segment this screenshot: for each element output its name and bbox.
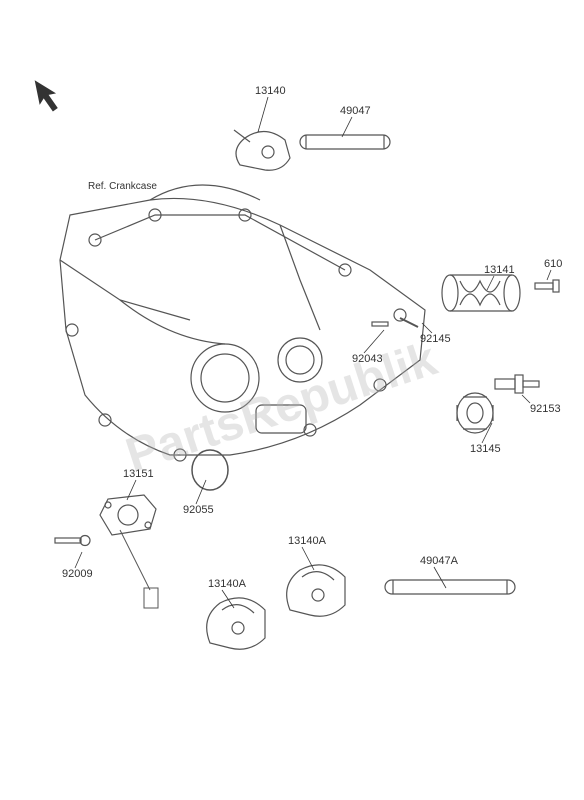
part-shift-drum <box>442 275 520 311</box>
part-shift-fork-top <box>234 130 290 170</box>
crankcase-body <box>60 185 425 461</box>
part-shift-fork-a2 <box>287 565 345 616</box>
part-wire <box>120 530 158 608</box>
part-label-49047: 49047 <box>340 105 371 117</box>
part-rod-49047 <box>300 135 390 149</box>
part-label-92145: 92145 <box>420 333 451 345</box>
part-bolt-610 <box>535 280 559 292</box>
part-label-92153: 92153 <box>530 403 561 415</box>
diagram-canvas <box>0 0 584 800</box>
part-label-13141: 13141 <box>484 264 515 276</box>
part-oring-92055 <box>192 450 228 490</box>
part-label-92009: 92009 <box>62 568 93 580</box>
part-label-49047A: 49047A <box>420 555 458 567</box>
part-cover-13151 <box>100 495 156 535</box>
part-label-13140: 13140 <box>255 85 286 97</box>
part-screw-92009 <box>55 536 90 546</box>
part-label-13145: 13145 <box>470 443 501 455</box>
part-label-13151: 13151 <box>123 468 154 480</box>
part-label-610: 610 <box>544 258 562 270</box>
leader-lines <box>75 97 551 608</box>
part-label-92055: 92055 <box>183 504 214 516</box>
part-collar-92153 <box>495 375 539 393</box>
direction-arrow <box>26 75 63 116</box>
part-rod-49047a <box>385 580 515 594</box>
part-label-13140A: 13140A <box>288 535 326 547</box>
part-spring-pin <box>372 318 418 327</box>
part-label-13140A: 13140A <box>208 578 246 590</box>
part-shift-fork-a1 <box>207 598 265 649</box>
part-label-92043: 92043 <box>352 353 383 365</box>
part-cam-13145 <box>457 393 493 433</box>
ref-crankcase-label: Ref. Crankcase <box>88 181 157 192</box>
